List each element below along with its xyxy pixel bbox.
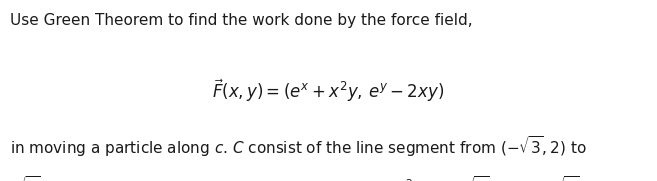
Text: in moving a particle along $c$. $C$ consist of the line segment from $(-\sqrt{3}: in moving a particle along $c$. $C$ cons…: [10, 134, 587, 159]
Text: Use Green Theorem to find the work done by the force field,: Use Green Theorem to find the work done …: [10, 13, 472, 28]
Text: $\vec{F}(x,y) = (e^x + x^2y,\, e^y - 2xy)$: $\vec{F}(x,y) = (e^x + x^2y,\, e^y - 2xy…: [212, 78, 445, 104]
Text: $(\sqrt{3}, 2)$ followed by the arc of the parabola $y = 5 - x^2$ from $(\sqrt{3: $(\sqrt{3}, 2)$ followed by the arc of t…: [10, 174, 606, 181]
